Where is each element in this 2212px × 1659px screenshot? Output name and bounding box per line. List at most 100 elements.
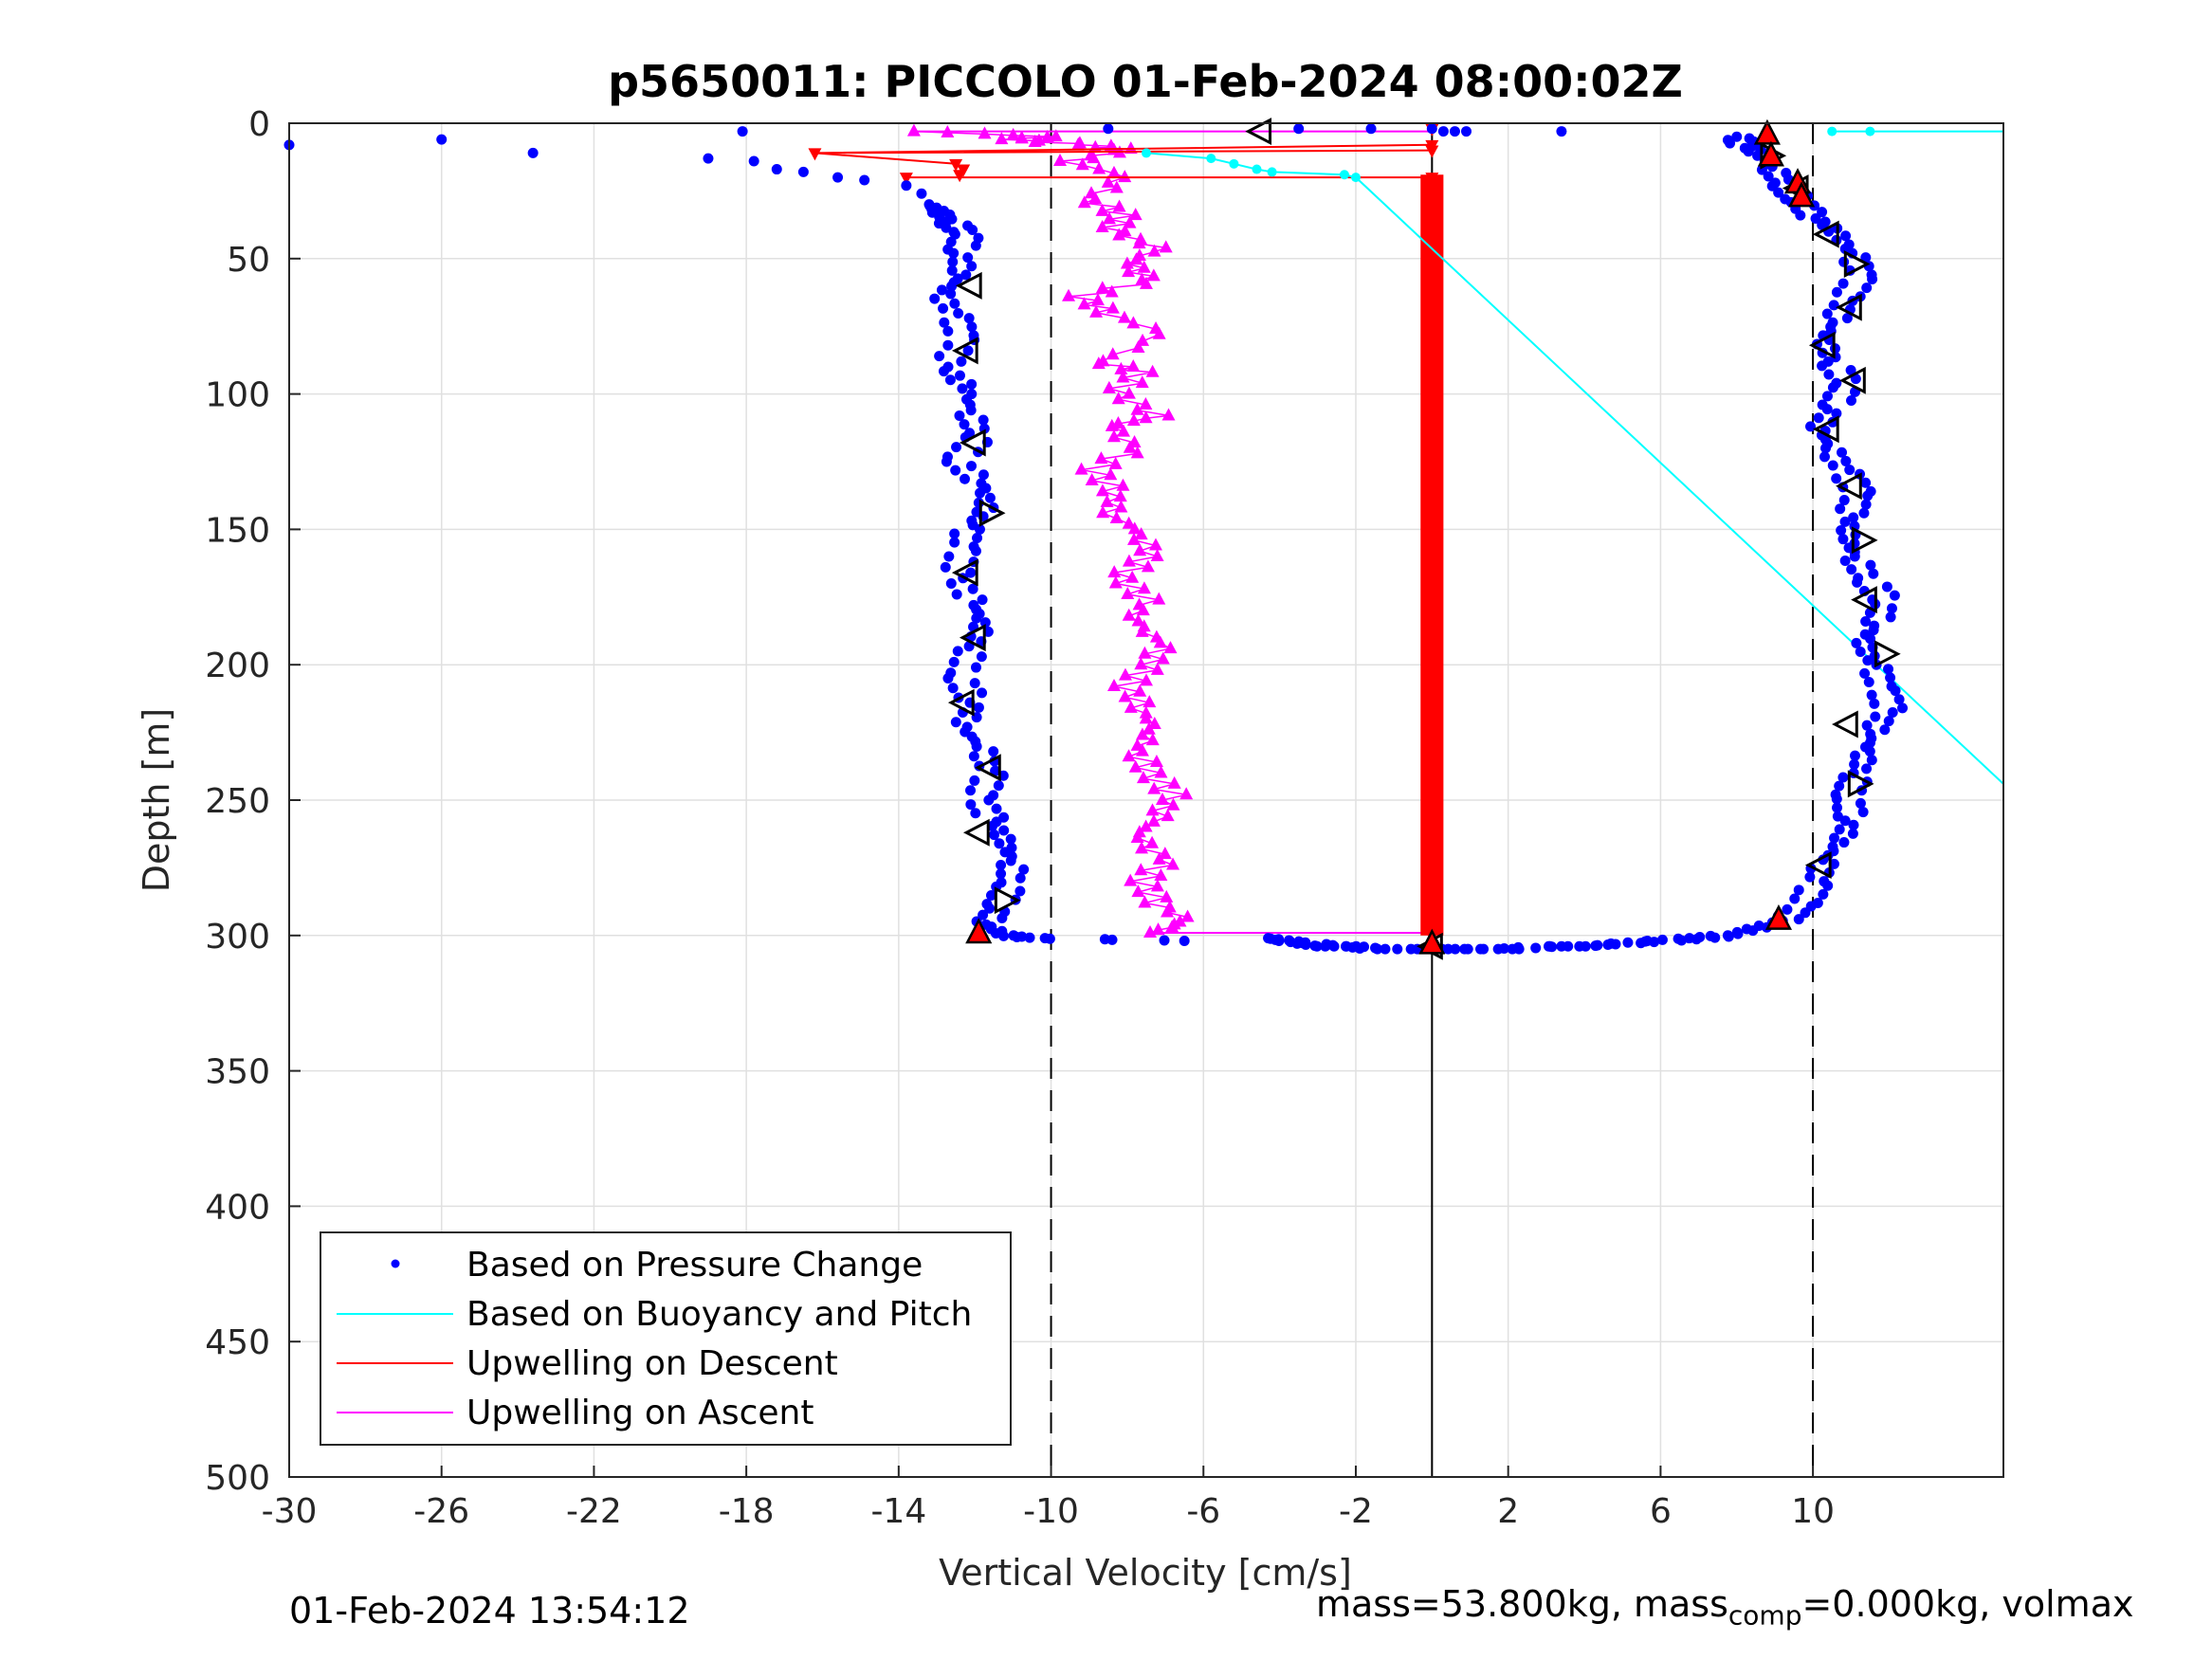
pressure-point (1804, 871, 1816, 883)
x-tick-label: -10 (1023, 1492, 1079, 1531)
pressure-point (1837, 447, 1848, 458)
pressure-point (1426, 123, 1437, 135)
pressure-point (1673, 933, 1684, 944)
pressure-point (954, 410, 965, 421)
pressure-point (950, 465, 961, 476)
ascent-upwelling-point (1139, 819, 1153, 832)
ascent-upwelling-point (1085, 186, 1099, 199)
ascent-upwelling-point (1134, 657, 1148, 670)
ascent-upwelling-point (1095, 203, 1109, 216)
pressure-point (957, 383, 968, 394)
pressure-point (967, 583, 978, 594)
ascent-upwelling-point (1156, 651, 1170, 665)
footer-mass-comp-text: =0.000kg, volmax (1801, 1583, 2134, 1625)
pressure-point (1886, 681, 1897, 692)
pressure-point (1827, 317, 1838, 328)
pressure-point (977, 594, 988, 606)
ascent-upwelling-point (1138, 895, 1152, 908)
pressure-point (1592, 939, 1603, 951)
pressure-point (941, 222, 952, 233)
ascent-upwelling-point (1112, 199, 1126, 212)
ascent-upwelling-point (1166, 857, 1180, 870)
ascent-upwelling-point (1149, 321, 1163, 335)
pressure-point (1846, 394, 1857, 406)
pressure-point (1273, 936, 1285, 947)
pitch-marker-left (955, 271, 982, 300)
ascent-upwelling-point (1123, 215, 1137, 228)
ascent-upwelling-point (1108, 575, 1123, 589)
pressure-point (973, 702, 984, 713)
pressure-point (951, 442, 962, 453)
pressure-point (1883, 716, 1894, 727)
pressure-point (966, 321, 978, 333)
ascent-upwelling-point (1126, 359, 1141, 373)
ascent-upwelling-point (1125, 570, 1140, 583)
ascent-upwelling-point (1133, 684, 1147, 697)
pressure-point (1574, 940, 1585, 952)
pressure-point (1827, 460, 1838, 471)
ascent-upwelling-point (1126, 316, 1141, 329)
descent-upwelling-point (899, 173, 913, 186)
ascent-upwelling-point (1122, 608, 1136, 621)
pressure-point (978, 909, 989, 921)
pressure-point (1512, 941, 1524, 953)
pressure-point (1859, 629, 1871, 640)
ascent-upwelling-point (1141, 559, 1155, 573)
pressure-point (1498, 943, 1509, 955)
pressure-point (1869, 698, 1880, 709)
ascent-upwelling-point (906, 123, 921, 137)
pressure-point (962, 252, 974, 264)
descent-upwelling-line (814, 152, 957, 165)
footer-timestamp: 01-Feb-2024 13:54:12 (289, 1590, 690, 1632)
pressure-point (1328, 940, 1340, 952)
pressure-point (1756, 164, 1767, 175)
pressure-point (1005, 855, 1016, 866)
ascent-upwelling-point (1143, 695, 1157, 708)
pressure-point (1015, 885, 1026, 897)
legend-label-ascent: Upwelling on Ascent (466, 1394, 814, 1432)
ascent-upwelling-point (1149, 755, 1163, 768)
pitch-marker-left (1836, 293, 1862, 321)
pressure-point (965, 799, 977, 811)
pressure-point (1853, 573, 1864, 584)
pressure-point (996, 913, 1008, 924)
y-tick-label: 100 (205, 376, 270, 415)
ascent-upwelling-point (1133, 543, 1147, 556)
ascent-upwelling-point (1122, 386, 1136, 399)
pressure-point (1656, 934, 1668, 945)
pressure-point (1837, 772, 1849, 783)
series-layer (283, 123, 2004, 955)
pressure-point (1311, 940, 1323, 952)
pitch-marker-left (1245, 118, 1272, 146)
pressure-point (1543, 940, 1554, 952)
pressure-point (1805, 421, 1817, 432)
pressure-point (948, 656, 960, 667)
pressure-point (1437, 126, 1449, 137)
x-tick-label: -22 (566, 1492, 622, 1531)
pressure-point (1821, 308, 1833, 319)
pitch-marker-right (1874, 640, 1901, 668)
pressure-point (1868, 568, 1879, 579)
y-tick-label: 350 (205, 1053, 270, 1092)
ascent-upwelling-point (1096, 505, 1110, 519)
pressure-point (1834, 780, 1845, 792)
pressure-point (1847, 828, 1858, 839)
y-axis-label: Depth [m] (136, 708, 177, 893)
pressure-point (929, 293, 941, 304)
buoyancy-point (1252, 164, 1262, 174)
pressure-point (946, 264, 958, 276)
ascent-upwelling-point (1135, 272, 1149, 285)
pressure-point (1834, 824, 1845, 835)
pressure-point (972, 533, 983, 544)
ascent-upwelling-point (1072, 136, 1087, 149)
pressure-point (960, 269, 972, 281)
ascent-upwelling-point (1130, 738, 1144, 751)
pressure-point (942, 672, 954, 684)
pressure-point (1380, 943, 1391, 955)
pressure-point (948, 247, 960, 259)
buoyancy-point (1865, 126, 1875, 137)
ascent-upwelling-point (1106, 429, 1121, 443)
pressure-point (1320, 940, 1331, 952)
pitch-marker-left (962, 818, 990, 847)
buoyancy-point (1142, 148, 1151, 158)
